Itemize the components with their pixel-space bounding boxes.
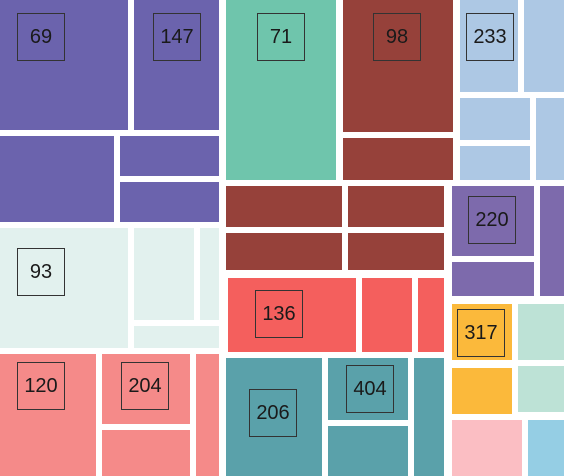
treemap-tile-27 xyxy=(328,426,408,476)
treemap-tile-9 xyxy=(134,326,219,348)
treemap-tile-30 xyxy=(460,98,530,140)
treemap-tile-19 xyxy=(226,233,342,270)
treemap-tile-5 xyxy=(120,182,219,222)
treemap-tile-22 xyxy=(362,278,412,352)
treemap-tile-23 xyxy=(418,278,444,352)
treemap-tile-20 xyxy=(348,233,444,270)
treemap-tile-24 xyxy=(226,358,322,476)
value-label-233: 233 xyxy=(466,13,514,61)
value-label-98: 98 xyxy=(373,13,421,61)
treemap-tile-39 xyxy=(518,366,564,412)
treemap-tile-3 xyxy=(0,136,114,222)
value-label-206: 206 xyxy=(249,389,297,437)
treemap-tile-8 xyxy=(200,228,219,320)
value-label-93: 93 xyxy=(17,248,65,296)
treemap-tile-15 xyxy=(343,0,453,132)
treemap-tile-18 xyxy=(348,186,444,227)
treemap-tile-13 xyxy=(102,430,190,476)
value-label-136: 136 xyxy=(255,290,303,338)
treemap-tile-12 xyxy=(196,354,219,476)
treemap-tile-31 xyxy=(536,98,564,180)
treemap-tile-4 xyxy=(120,136,219,176)
treemap-tile-16 xyxy=(343,138,453,180)
value-label-317: 317 xyxy=(457,309,505,357)
treemap-tile-41 xyxy=(528,420,564,476)
treemap-tile-40 xyxy=(452,420,522,476)
value-label-71: 71 xyxy=(257,13,305,61)
treemap-tile-7 xyxy=(134,228,194,320)
treemap-tile-14 xyxy=(226,0,336,180)
treemap-tile-25 xyxy=(328,358,408,420)
treemap-tile-29 xyxy=(524,0,564,92)
treemap-tile-17 xyxy=(226,186,342,227)
treemap-tile-28 xyxy=(460,0,518,92)
treemap-tile-32 xyxy=(460,146,530,180)
treemap-tile-2 xyxy=(134,0,219,130)
treemap-tile-11 xyxy=(102,354,190,424)
value-label-69: 69 xyxy=(17,13,65,61)
treemap-tile-38 xyxy=(518,304,564,360)
treemap-tile-10 xyxy=(0,354,96,476)
value-label-404: 404 xyxy=(346,365,394,413)
value-label-220: 220 xyxy=(468,196,516,244)
treemap-tile-26 xyxy=(414,358,444,476)
treemap-tile-36 xyxy=(452,304,512,360)
treemap-tile-37 xyxy=(452,368,512,414)
treemap-tile-34 xyxy=(540,186,564,296)
value-label-147: 147 xyxy=(153,13,201,61)
value-label-120: 120 xyxy=(17,362,65,410)
value-label-204: 204 xyxy=(121,362,169,410)
treemap-tile-33 xyxy=(452,186,534,256)
treemap-tile-35 xyxy=(452,262,534,296)
